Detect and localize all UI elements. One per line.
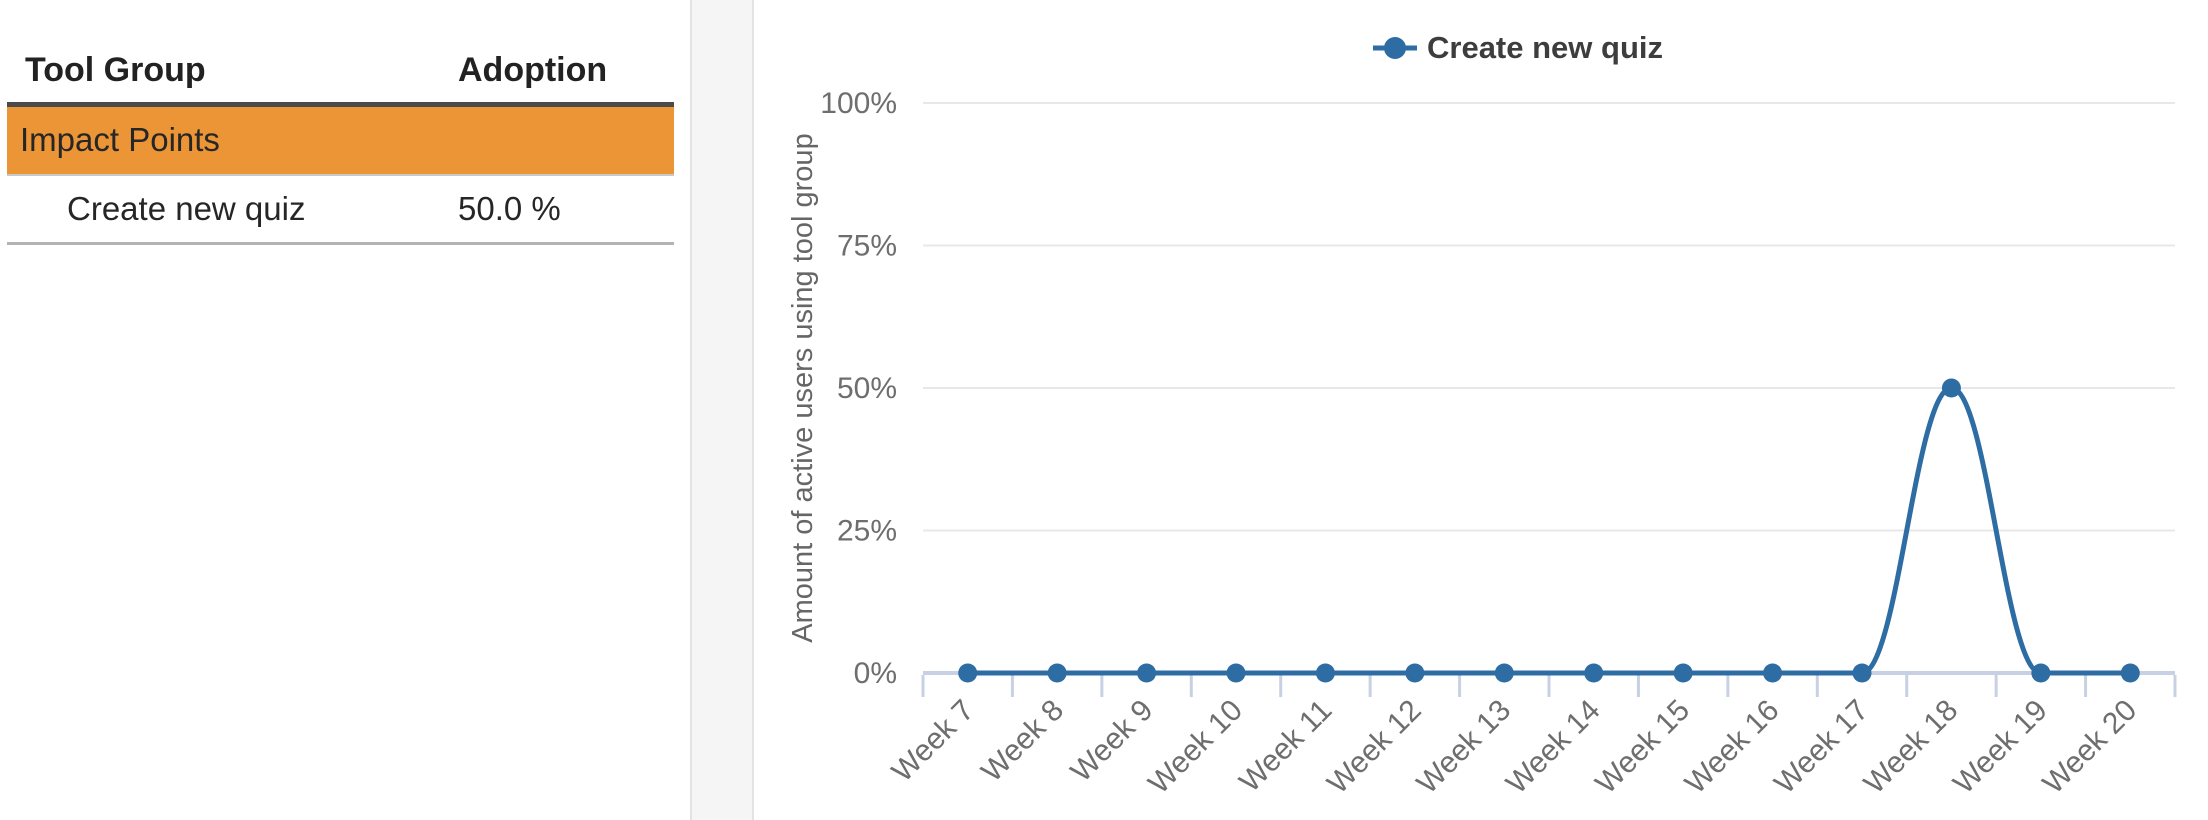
- y-tick-label-50: 50%: [837, 372, 897, 405]
- y-axis-title: Amount of active users using tool group: [787, 133, 819, 642]
- tool-name-cell: Create new quiz: [7, 175, 458, 245]
- y-tick-label-0: 0%: [854, 657, 897, 690]
- legend-item-create-new-quiz[interactable]: Create new quiz: [1372, 24, 1663, 72]
- data-point-week-12[interactable]: [1405, 663, 1425, 683]
- x-tick-label-10: Week 10: [1142, 694, 1249, 801]
- data-point-week-9[interactable]: [1137, 663, 1157, 683]
- x-tick-label-13: Week 13: [1411, 694, 1518, 801]
- data-point-week-20[interactable]: [2120, 663, 2140, 683]
- tool-adoption-panel: Tool Group Adoption Impact Points Create…: [0, 0, 690, 820]
- x-tick-label-19: Week 19: [1947, 694, 2054, 801]
- data-point-week-7[interactable]: [958, 663, 978, 683]
- data-point-week-16[interactable]: [1763, 663, 1783, 683]
- adoption-value-cell: 50.0 %: [458, 175, 674, 245]
- y-tick-label-100: 100%: [820, 87, 897, 120]
- x-tick-label-11: Week 11: [1233, 694, 1338, 799]
- group-row-label: Impact Points: [7, 104, 674, 176]
- x-tick-label-15: Week 15: [1589, 694, 1696, 801]
- y-tick-label-75: 75%: [837, 230, 897, 263]
- data-point-week-18[interactable]: [1941, 378, 1961, 398]
- table-row-create-new-quiz[interactable]: Create new quiz 50.0 %: [7, 175, 674, 245]
- table-header-row: Tool Group Adoption: [7, 40, 674, 104]
- x-tick-label-20: Week 20: [2037, 694, 2144, 801]
- data-point-week-14[interactable]: [1584, 663, 1604, 683]
- data-point-week-10[interactable]: [1226, 663, 1246, 683]
- data-point-week-19[interactable]: [2031, 663, 2051, 683]
- x-tick-label-12: Week 12: [1321, 694, 1428, 801]
- series-line-create-new-quiz: [967, 385, 2131, 676]
- column-header-tool-group: Tool Group: [25, 51, 206, 90]
- x-tick-label-7: Week 7: [886, 694, 981, 789]
- x-tick-label-8: Week 8: [975, 694, 1070, 789]
- group-row-impact-points[interactable]: Impact Points: [7, 104, 674, 176]
- x-tick-label-17: Week 17: [1768, 694, 1875, 801]
- x-tick-label-16: Week 16: [1679, 694, 1786, 801]
- y-tick-label-25: 25%: [837, 515, 897, 548]
- panel-divider: [690, 0, 754, 820]
- legend-label: Create new quiz: [1427, 30, 1663, 65]
- legend-marker-icon: [1373, 37, 1417, 59]
- tool-adoption-table: Tool Group Adoption Impact Points Create…: [7, 40, 674, 245]
- data-point-week-15[interactable]: [1673, 663, 1693, 683]
- x-tick-label-18: Week 18: [1858, 694, 1965, 801]
- adoption-chart-panel: 0% 25% 50% 75% 100% Week 7 Week 8 Week 9 Week 10…: [754, 0, 2208, 820]
- data-point-week-13[interactable]: [1494, 663, 1514, 683]
- data-point-week-17[interactable]: [1852, 663, 1872, 683]
- x-tick-label-14: Week 14: [1500, 694, 1607, 801]
- data-point-week-11[interactable]: [1315, 663, 1335, 683]
- data-point-week-8[interactable]: [1047, 663, 1067, 683]
- column-header-adoption: Adoption: [458, 51, 608, 90]
